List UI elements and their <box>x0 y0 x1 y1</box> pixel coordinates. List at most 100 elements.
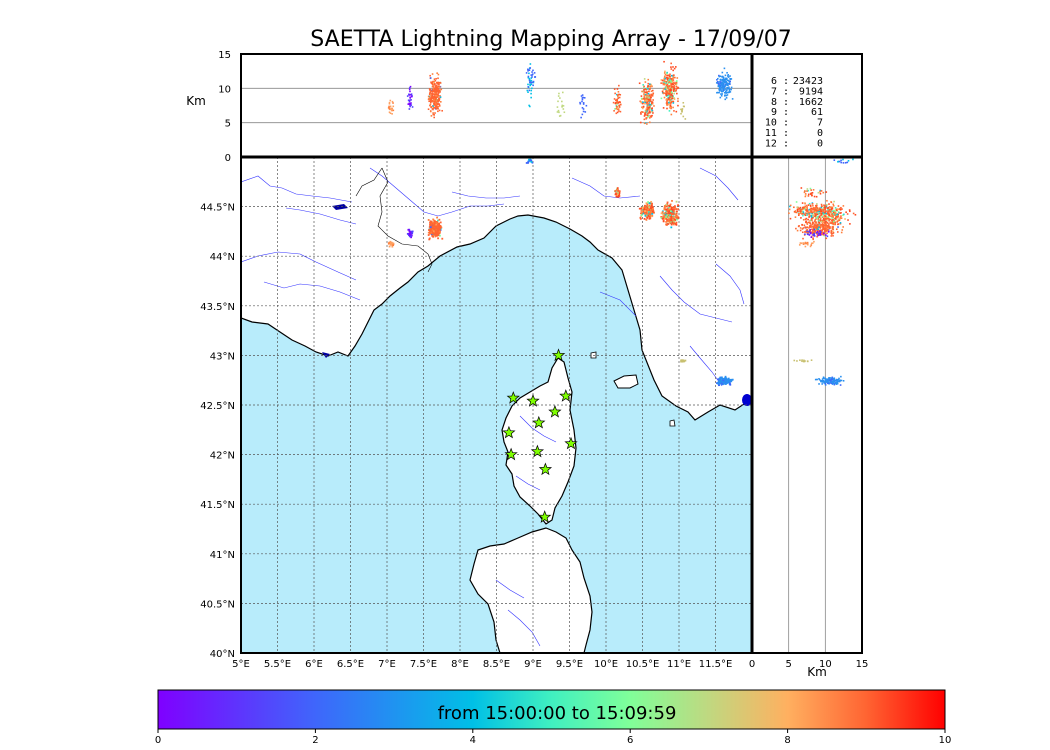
lightning-source-point <box>651 205 653 208</box>
altitude-source-point <box>616 111 619 114</box>
lightning-source-point <box>429 222 432 225</box>
capraia-island <box>590 351 597 359</box>
side-source-point <box>796 360 798 362</box>
altitude-source-point <box>727 75 729 77</box>
altitude-source-point <box>729 78 732 81</box>
altitude-source-point <box>427 98 430 101</box>
altitude-source-point <box>648 102 650 105</box>
altitude-source-point <box>430 106 432 109</box>
altitude-source-point <box>646 95 648 98</box>
latitude-tick-label: 43.5°N <box>200 302 235 313</box>
side-source-point <box>826 199 828 202</box>
side-source-point <box>810 224 812 227</box>
lightning-source-point <box>681 360 684 363</box>
side-source-point <box>816 230 819 233</box>
side-source-point <box>805 230 808 232</box>
lightning-source-point <box>410 236 413 239</box>
lightning-source-point <box>431 229 434 231</box>
altitude-source-point <box>644 91 647 94</box>
corsica-island <box>501 357 577 525</box>
lightning-source-point <box>439 229 442 232</box>
altitude-source-point <box>677 87 680 89</box>
altitude-source-point <box>670 107 672 110</box>
altitude-source-point <box>667 89 670 91</box>
altitude-source-point <box>584 111 587 113</box>
lightning-source-point <box>638 207 641 210</box>
lightning-source-point <box>441 237 444 240</box>
altitude-source-point <box>528 69 531 71</box>
altitude-source-point <box>681 110 683 113</box>
lightning-source-point <box>666 201 669 204</box>
lightning-source-point <box>648 216 651 219</box>
altitude-source-point <box>581 106 584 109</box>
side-source-point <box>831 376 834 379</box>
altitude-source-point <box>668 86 671 89</box>
lightning-source-point <box>436 216 438 219</box>
side-source-point <box>810 226 813 228</box>
altitude-source-point <box>665 95 668 97</box>
side-source-point <box>846 213 849 215</box>
lightning-source-point <box>668 220 670 222</box>
altitude-source-point <box>646 108 649 111</box>
altitude-source-point <box>408 99 411 102</box>
altitude-source-point <box>434 96 436 99</box>
side-source-point <box>818 378 820 380</box>
lightning-source-point <box>663 206 666 209</box>
altitude-source-point <box>672 83 674 85</box>
latitude-tick-label: 40.5°N <box>200 599 235 610</box>
altitude-source-point <box>429 92 431 94</box>
altitude-source-point <box>673 97 676 99</box>
lightning-source-point <box>389 240 392 243</box>
altitude-source-point <box>650 96 652 99</box>
altitude-source-point <box>644 93 647 96</box>
side-source-point <box>798 244 801 246</box>
lightning-source-point <box>666 210 669 213</box>
lightning-source-point <box>439 234 441 237</box>
altitude-source-point <box>667 81 670 84</box>
altitude-source-point <box>527 70 529 72</box>
side-source-point <box>814 211 817 213</box>
lightning-source-point <box>649 215 652 217</box>
lightning-source-point <box>671 221 674 224</box>
latitude-tick-label: 41°N <box>210 550 235 561</box>
altitude-source-point <box>529 84 531 87</box>
side-source-point <box>801 223 803 226</box>
altitude-source-point <box>664 92 667 94</box>
side-source-point <box>819 219 822 221</box>
side-source-point <box>828 377 831 380</box>
altitude-source-point <box>407 99 410 102</box>
altitude-source-point <box>530 96 532 99</box>
lightning-source-point <box>670 219 673 222</box>
side-source-point <box>834 379 837 382</box>
altitude-source-point <box>645 88 648 91</box>
altitude-source-point <box>649 98 652 101</box>
station-star-icon <box>564 436 578 450</box>
lightning-source-point <box>718 377 721 380</box>
altitude-source-point <box>644 111 647 114</box>
side-source-point <box>810 359 813 361</box>
altitude-source-point <box>649 86 652 88</box>
altitude-source-point <box>561 100 563 103</box>
side-source-point <box>820 190 823 192</box>
altitude-source-point <box>562 108 565 110</box>
altitude-source-point <box>724 74 727 77</box>
altitude-source-point <box>559 114 562 117</box>
rivers <box>241 167 745 647</box>
side-source-point <box>840 159 842 162</box>
lightning-source-point <box>641 210 644 213</box>
station-star-icon <box>504 447 518 461</box>
altitude-source-point <box>427 95 430 98</box>
side-source-point <box>811 191 814 194</box>
side-source-point <box>801 231 804 234</box>
side-source-point <box>800 242 803 245</box>
altitude-source-point <box>432 106 435 109</box>
altitude-source-point <box>673 74 675 77</box>
side-source-point <box>827 213 830 215</box>
altitude-source-point <box>434 112 436 114</box>
side-source-point <box>823 225 825 227</box>
altitude-source-point <box>437 87 440 90</box>
side-source-point <box>810 211 812 213</box>
side-source-point <box>802 360 805 363</box>
lightning-source-point <box>640 214 643 217</box>
count-value: 61 <box>811 107 823 118</box>
